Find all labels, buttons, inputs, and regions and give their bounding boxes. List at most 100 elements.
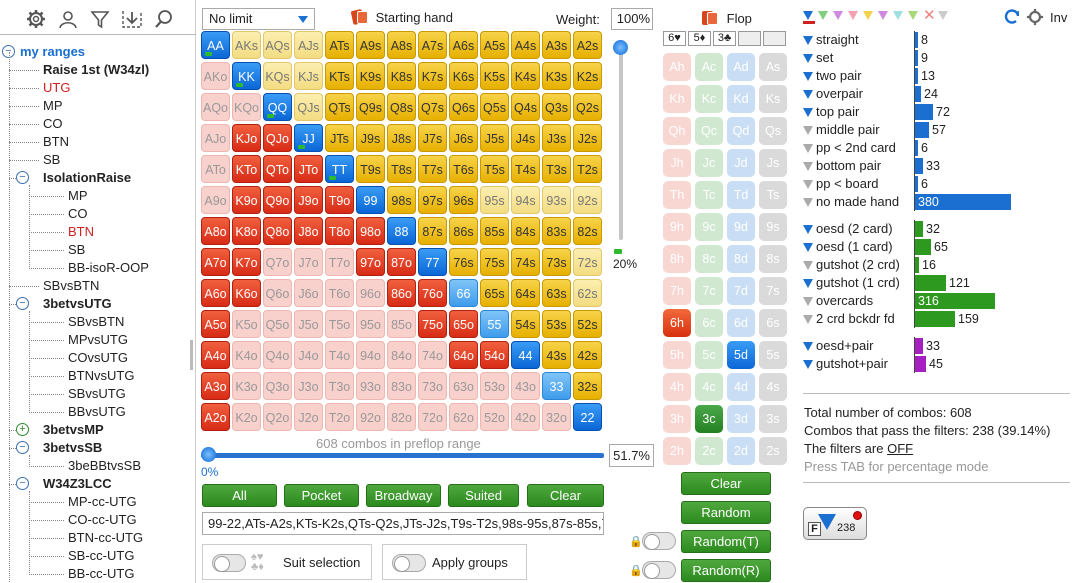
flop-card[interactable]: 5c	[695, 341, 723, 369]
hand-cell[interactable]: 97o	[356, 248, 385, 276]
flop-card[interactable]: Qh	[663, 117, 691, 145]
lock-icon[interactable]: 🔒	[629, 536, 643, 548]
tree-node[interactable]: 3beBBtvsSB	[68, 457, 141, 475]
hand-cell[interactable]: 96s	[449, 186, 478, 214]
flop-card[interactable]: Jd	[727, 149, 755, 177]
hand-cell[interactable]: AA	[201, 31, 230, 59]
hand-cell[interactable]: 82o	[387, 403, 416, 431]
stat-row[interactable]: no made hand	[803, 193, 899, 211]
flop-clear-button[interactable]: Clear	[681, 472, 771, 495]
hand-cell[interactable]: KQo	[232, 93, 261, 121]
hand-cell[interactable]: TT	[325, 155, 354, 183]
stat-row[interactable]: set	[803, 49, 833, 67]
flop-card[interactable]: 5d	[727, 341, 755, 369]
hand-cell[interactable]: 72s	[573, 248, 602, 276]
hand-cell[interactable]: Q9s	[356, 93, 385, 121]
select-broadway-button[interactable]: Broadway	[366, 484, 441, 507]
hand-cell[interactable]: 52s	[573, 310, 602, 338]
stat-row[interactable]: gutshot (1 crd)	[803, 274, 900, 292]
filter-icon[interactable]	[803, 54, 813, 63]
hand-cell[interactable]: Q2s	[573, 93, 602, 121]
tree-node[interactable]: Raise 1st (W34zl)	[43, 61, 149, 79]
tree-node[interactable]: BTN-cc-UTG	[68, 529, 143, 547]
hand-cell[interactable]: 85o	[387, 310, 416, 338]
hand-cell[interactable]: 92o	[356, 403, 385, 431]
hand-cell[interactable]: Q5s	[480, 93, 509, 121]
stat-row[interactable]: straight	[803, 31, 859, 49]
flop-card[interactable]: 8c	[695, 245, 723, 273]
filter-icon[interactable]	[803, 144, 813, 153]
flop-card[interactable]: 7c	[695, 277, 723, 305]
filter-icon[interactable]	[803, 279, 813, 288]
stat-row[interactable]: pp < 2nd card	[803, 139, 896, 157]
filter-funnel-icon[interactable]	[908, 11, 918, 20]
tree-node[interactable]: MP-cc-UTG	[68, 493, 137, 511]
filter-funnel-icon[interactable]	[893, 11, 903, 20]
hand-cell[interactable]: AKs	[232, 31, 261, 59]
flop-card[interactable]: 9d	[727, 213, 755, 241]
hand-cell[interactable]: 73o	[418, 372, 447, 400]
apply-groups-toggle[interactable]	[392, 554, 426, 572]
hand-cell[interactable]: K7s	[418, 62, 447, 90]
hand-cell[interactable]: 54s	[511, 310, 540, 338]
hand-cell[interactable]: Q6s	[449, 93, 478, 121]
hand-cell[interactable]: A2s	[573, 31, 602, 59]
hand-cell[interactable]: 53s	[542, 310, 571, 338]
collapse-icon[interactable]: −	[16, 477, 29, 490]
hand-cell[interactable]: T9o	[325, 186, 354, 214]
filter-icon[interactable]	[803, 180, 813, 189]
import-icon[interactable]	[120, 8, 144, 30]
flop-card[interactable]: 7h	[663, 277, 691, 305]
hand-cell[interactable]: 74s	[511, 248, 540, 276]
hand-cell[interactable]: K8o	[232, 217, 261, 245]
hand-cell[interactable]: J3o	[294, 372, 323, 400]
hand-cell[interactable]: 22	[573, 403, 602, 431]
collapse-icon[interactable]: −	[16, 441, 29, 454]
range-limit-select[interactable]: No limit	[202, 8, 315, 30]
hand-cell[interactable]: Q7s	[418, 93, 447, 121]
flop-card[interactable]: Ad	[727, 53, 755, 81]
hand-cell[interactable]: Q5o	[263, 310, 292, 338]
expand-icon[interactable]: +	[16, 423, 29, 436]
hand-cell[interactable]: 84s	[511, 217, 540, 245]
flop-card[interactable]: Td	[727, 181, 755, 209]
hand-cell[interactable]: 83s	[542, 217, 571, 245]
lock-icon[interactable]: 🔒	[629, 565, 643, 577]
stat-row[interactable]: bottom pair	[803, 157, 881, 175]
select-all-button[interactable]: All	[202, 484, 277, 507]
tree-node[interactable]: my ranges	[20, 43, 85, 61]
range-text-input[interactable]: 99-22,ATs-A2s,KTs-K2s,QTs-Q2s,JTs-J2s,T9…	[202, 512, 604, 535]
flop-card[interactable]: 6d	[727, 309, 755, 337]
flop-card[interactable]: Qd	[727, 117, 755, 145]
hand-cell[interactable]: QQ	[263, 93, 292, 121]
hand-cell[interactable]: KQs	[263, 62, 292, 90]
stat-row[interactable]: gutshot (2 crd)	[803, 256, 900, 274]
flop-card[interactable]: 6c	[695, 309, 723, 337]
flop-card[interactable]: 7d	[727, 277, 755, 305]
filter-icon[interactable]	[803, 360, 813, 369]
hand-cell[interactable]: 94o	[356, 341, 385, 369]
hand-cell[interactable]: Q4s	[511, 93, 540, 121]
filter-funnel-icon[interactable]	[878, 11, 888, 20]
hand-cell[interactable]: K4o	[232, 341, 261, 369]
hand-cell[interactable]: K5o	[232, 310, 261, 338]
filter-icon[interactable]	[803, 90, 813, 99]
hand-cell[interactable]: KJs	[294, 62, 323, 90]
hand-cell[interactable]: 94s	[511, 186, 540, 214]
stat-row[interactable]: oesd (1 card)	[803, 238, 893, 256]
hand-cell[interactable]: 93o	[356, 372, 385, 400]
hand-cell[interactable]: K3o	[232, 372, 261, 400]
hand-cell[interactable]: K2o	[232, 403, 261, 431]
clear-filters-icon[interactable]: ✕	[923, 7, 936, 24]
hand-cell[interactable]: A6o	[201, 279, 230, 307]
filter-icon[interactable]	[803, 126, 813, 135]
tree-node[interactable]: SB	[68, 241, 85, 259]
filter-badge-button[interactable]: F 238	[803, 507, 867, 540]
filter-icon[interactable]	[803, 162, 813, 171]
hand-cell[interactable]: K6o	[232, 279, 261, 307]
filter-icon[interactable]	[803, 243, 813, 252]
random-t-lock-toggle[interactable]	[642, 532, 676, 550]
starting-hand-control[interactable]: Starting hand	[350, 9, 453, 25]
hand-cell[interactable]: 76s	[449, 248, 478, 276]
hand-cell[interactable]: K9s	[356, 62, 385, 90]
